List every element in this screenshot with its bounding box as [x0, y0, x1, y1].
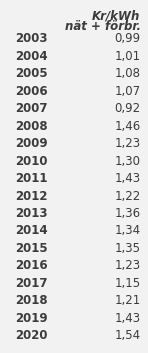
Text: 2010: 2010	[15, 155, 47, 168]
Text: 1,21: 1,21	[114, 294, 141, 307]
Text: 2017: 2017	[15, 277, 47, 290]
Text: Kr/kWh: Kr/kWh	[92, 10, 141, 23]
Text: 2006: 2006	[15, 85, 47, 98]
Text: 1,08: 1,08	[115, 67, 141, 80]
Text: 1,35: 1,35	[115, 242, 141, 255]
Text: 2012: 2012	[15, 190, 47, 203]
Text: 2019: 2019	[15, 312, 47, 325]
Text: 2004: 2004	[15, 50, 47, 63]
Text: 2018: 2018	[15, 294, 47, 307]
Text: 1,07: 1,07	[114, 85, 141, 98]
Text: 1,23: 1,23	[114, 259, 141, 273]
Text: 2005: 2005	[15, 67, 47, 80]
Text: 2008: 2008	[15, 120, 47, 133]
Text: 0,92: 0,92	[114, 102, 141, 115]
Text: 2014: 2014	[15, 225, 47, 238]
Text: nät + förbr.: nät + förbr.	[65, 20, 141, 34]
Text: 2009: 2009	[15, 137, 47, 150]
Text: 2007: 2007	[15, 102, 47, 115]
Text: 1,43: 1,43	[114, 312, 141, 325]
Text: 1,34: 1,34	[114, 225, 141, 238]
Text: 1,23: 1,23	[114, 137, 141, 150]
Text: 1,01: 1,01	[114, 50, 141, 63]
Text: 1,36: 1,36	[114, 207, 141, 220]
Text: 2011: 2011	[15, 172, 47, 185]
Text: 0,99: 0,99	[114, 32, 141, 46]
Text: 1,54: 1,54	[114, 329, 141, 342]
Text: 2003: 2003	[15, 32, 47, 46]
Text: 2016: 2016	[15, 259, 47, 273]
Text: 2015: 2015	[15, 242, 47, 255]
Text: 2020: 2020	[15, 329, 47, 342]
Text: 1,43: 1,43	[114, 172, 141, 185]
Text: 1,46: 1,46	[114, 120, 141, 133]
Text: 1,22: 1,22	[114, 190, 141, 203]
Text: 1,30: 1,30	[115, 155, 141, 168]
Text: 1,15: 1,15	[114, 277, 141, 290]
Text: 2013: 2013	[15, 207, 47, 220]
